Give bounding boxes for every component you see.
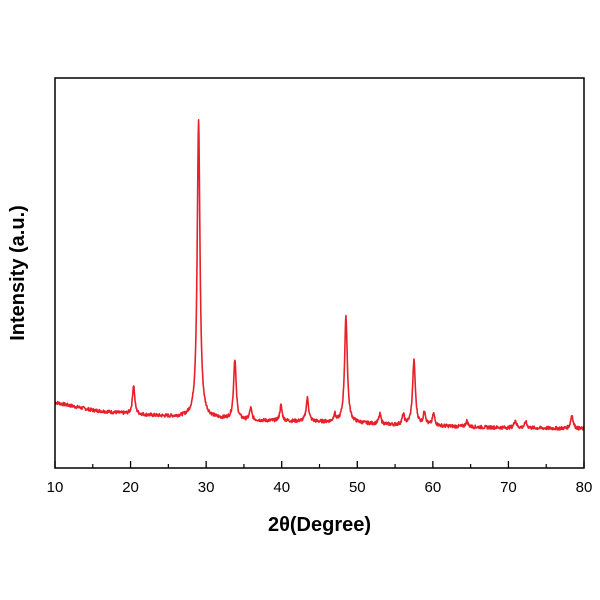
y-axis-title: Intensity (a.u.) bbox=[7, 205, 29, 341]
plot-area bbox=[54, 119, 585, 431]
x-tick-label: 20 bbox=[122, 479, 139, 496]
x-axis-title: 2θ(Degree) bbox=[268, 514, 371, 536]
x-tick-label: 50 bbox=[349, 479, 366, 496]
plot-frame bbox=[54, 77, 585, 469]
xrd-pattern-line bbox=[54, 119, 585, 431]
x-tick-label: 30 bbox=[198, 479, 215, 496]
x-axis-ticks: 10 20 30 40 50 60 70 80 bbox=[47, 461, 593, 496]
x-tick-label: 40 bbox=[273, 479, 290, 496]
x-tick-label: 60 bbox=[425, 479, 442, 496]
x-tick-label: 70 bbox=[500, 479, 517, 496]
x-tick-label: 10 bbox=[47, 479, 64, 496]
x-tick-label: 80 bbox=[576, 479, 593, 496]
